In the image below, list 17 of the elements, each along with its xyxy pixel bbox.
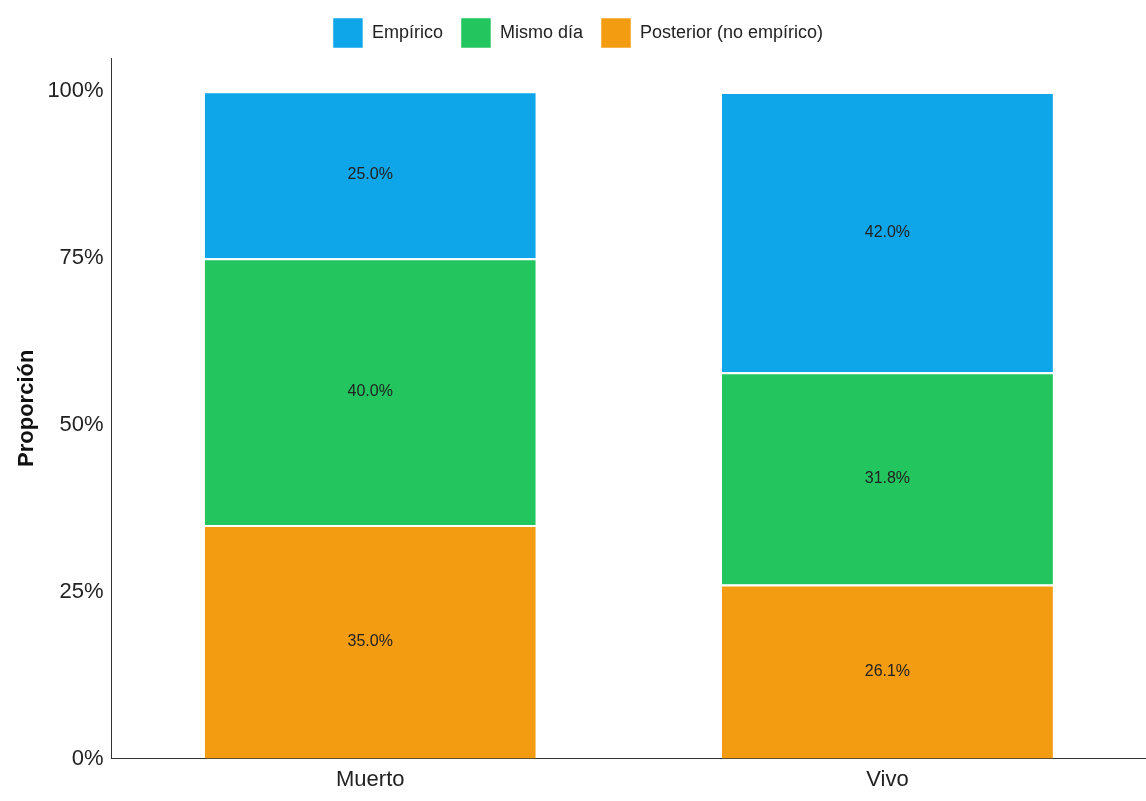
data-label: 31.8% <box>864 468 911 486</box>
y-tick-label: 0% <box>71 744 104 770</box>
y-tick-label: 25% <box>59 577 104 603</box>
y-tick-label: 75% <box>59 244 104 270</box>
y-tick-label: 100% <box>47 77 104 103</box>
data-label: 25.0% <box>347 165 393 183</box>
legend-label: Empírico <box>371 21 443 42</box>
data-label: 35.0% <box>347 632 393 650</box>
data-label: 26.1% <box>864 661 911 679</box>
legend-label: Posterior (no empírico) <box>639 21 824 42</box>
legend-label: Mismo día <box>499 21 584 42</box>
data-label: 40.0% <box>347 382 393 400</box>
y-tick-label: 50% <box>59 411 104 437</box>
x-tick-label: Vivo <box>866 765 909 791</box>
y-axis-title: Proporción <box>13 349 39 467</box>
x-tick-label: Muerto <box>336 765 405 791</box>
data-label: 42.0% <box>864 222 911 240</box>
